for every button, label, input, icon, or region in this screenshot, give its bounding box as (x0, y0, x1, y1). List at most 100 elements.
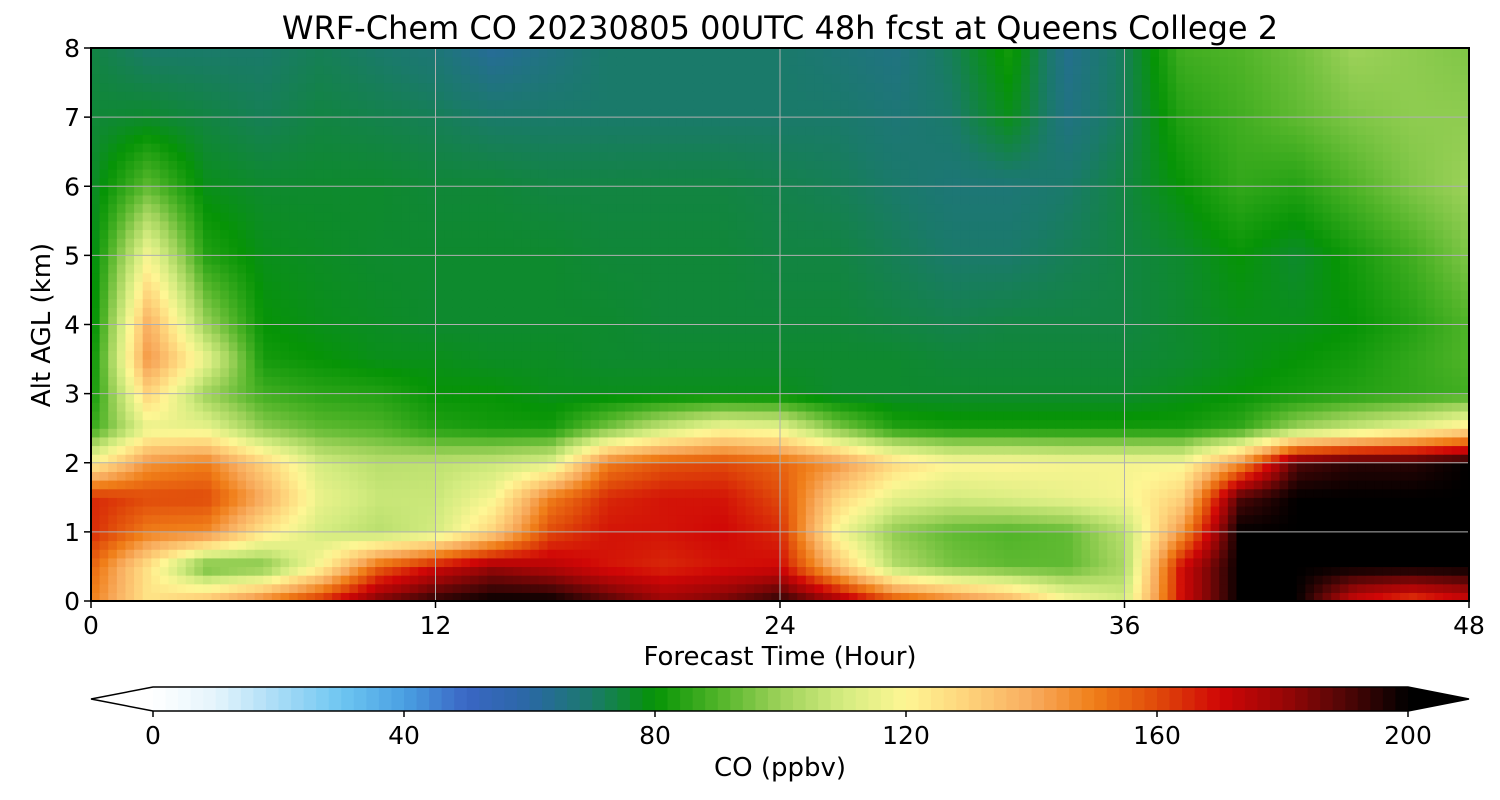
contour-cell (762, 523, 772, 533)
contour-cell (99, 393, 109, 403)
contour-cell (177, 523, 187, 533)
contour-cell (1038, 436, 1048, 447)
contour-cell (314, 445, 325, 455)
contour-cell (814, 488, 824, 498)
contour-cell (392, 505, 402, 516)
contour-cell (1133, 583, 1143, 593)
contour-cell (1443, 488, 1453, 498)
contour-cell (909, 462, 919, 472)
contour-cell (1443, 540, 1453, 550)
contour-cell (1003, 402, 1014, 412)
contour-cell (943, 350, 953, 360)
contour-cell (1184, 523, 1194, 533)
contour-cell (409, 333, 419, 343)
contour-cell (1270, 531, 1281, 542)
contour-cell (1064, 505, 1074, 516)
contour-cell (211, 436, 221, 447)
contour-cell (289, 592, 299, 601)
contour-cell (469, 341, 480, 352)
contour-cell (960, 557, 971, 568)
contour-cell (1417, 549, 1427, 559)
contour-cell (1305, 350, 1315, 360)
contour-cell (1176, 488, 1186, 498)
contour-cell (220, 531, 230, 542)
contour-cell (883, 505, 893, 516)
contour-cell (538, 402, 549, 412)
contour-cell (1305, 523, 1315, 533)
contour-cell (263, 402, 273, 412)
contour-cell (633, 341, 643, 352)
contour-cell (900, 471, 910, 481)
contour-cell (650, 402, 661, 412)
contour-cell (246, 471, 256, 481)
contour-cell (823, 462, 833, 472)
contour-cell (435, 376, 445, 386)
contour-cell (383, 471, 394, 481)
contour-cell (1029, 488, 1039, 498)
contour-cell (659, 402, 669, 412)
contour-cell (1434, 454, 1444, 464)
contour-cell (1236, 454, 1246, 464)
contour-cell (771, 531, 781, 542)
contour-cell (1227, 384, 1238, 395)
contour-cell (306, 471, 316, 481)
contour-cell (297, 445, 307, 455)
contour-cell (1184, 341, 1194, 352)
contour-cell (426, 350, 437, 360)
contour-cell (547, 436, 557, 447)
contour-cell (435, 445, 445, 455)
contour-cell (1081, 333, 1091, 343)
contour-cell (1072, 445, 1083, 455)
contour-cell (1434, 575, 1444, 585)
contour-cell (762, 359, 772, 369)
contour-cell (650, 523, 661, 533)
contour-cell (1236, 350, 1246, 360)
contour-cell (228, 384, 239, 395)
contour-cell (1391, 575, 1401, 585)
contour-cell (1443, 393, 1453, 403)
contour-cell (891, 367, 902, 377)
contour-cell (202, 549, 213, 559)
contour-cell (935, 402, 945, 412)
contour-cell (202, 410, 213, 421)
contour-cell (1451, 471, 1461, 481)
contour-cell (702, 384, 712, 395)
contour-cell (788, 471, 798, 481)
contour-cell (995, 488, 1005, 498)
contour-cell (1400, 445, 1410, 455)
contour-cell (1339, 514, 1350, 524)
contour-cell (487, 376, 497, 386)
contour-cell (952, 549, 962, 559)
contour-cell (1400, 402, 1410, 412)
contour-cell (1400, 488, 1410, 498)
contour-cell (366, 384, 376, 395)
contour-cell (1443, 480, 1453, 490)
contour-cell (1400, 393, 1410, 403)
contour-cell (1176, 359, 1186, 369)
contour-cell (323, 575, 333, 585)
contour-cell (168, 384, 178, 395)
contour-cell (960, 419, 971, 429)
contour-cell (220, 436, 230, 447)
contour-cell (1012, 523, 1022, 533)
contour-cell (650, 592, 661, 601)
contour-cell (556, 462, 566, 472)
contour-cell (409, 402, 419, 412)
contour-cell (711, 505, 721, 516)
contour-cell (823, 350, 833, 360)
contour-cell (702, 566, 712, 576)
contour-cell (1288, 575, 1298, 585)
contour-cell (1434, 410, 1444, 421)
contour-cell (246, 376, 256, 386)
contour-cell (1210, 566, 1220, 576)
contour-cell (142, 376, 152, 386)
contour-cell (1348, 514, 1358, 524)
contour-cell (780, 359, 790, 369)
contour-cell (952, 333, 962, 343)
contour-cell (530, 410, 540, 421)
contour-cell (668, 523, 678, 533)
contour-cell (754, 497, 764, 507)
contour-cell (547, 376, 557, 386)
contour-cell (366, 514, 376, 524)
contour-cell (624, 454, 635, 464)
